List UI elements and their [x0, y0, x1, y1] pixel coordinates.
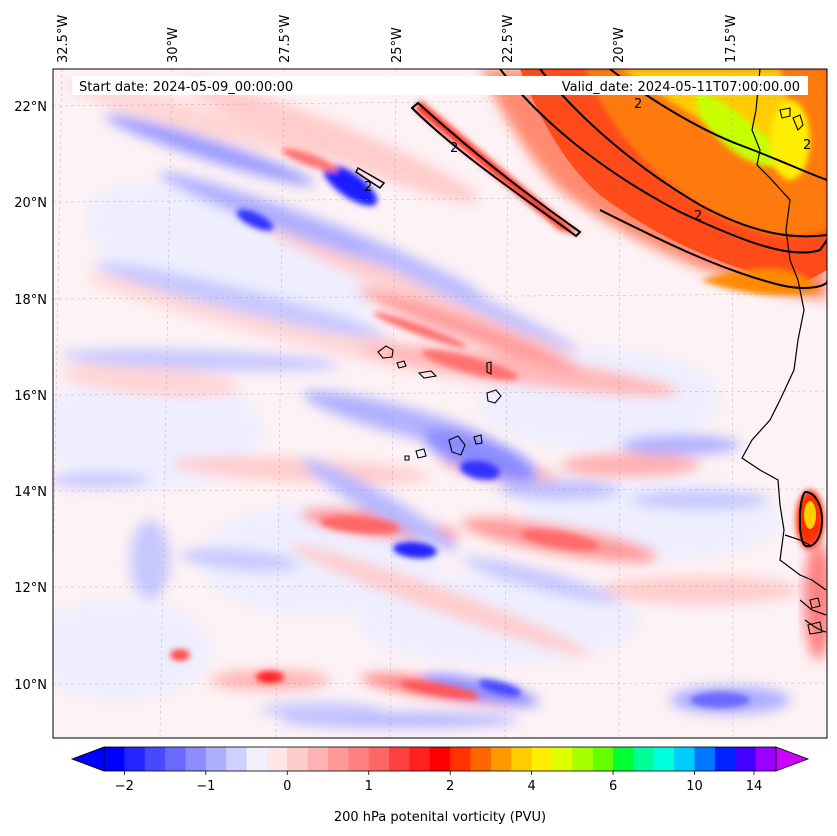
lon-label: 25°W [390, 27, 405, 63]
colorbar-segment [572, 747, 594, 771]
contour-label: 2 [634, 97, 642, 112]
lat-label: 22°N [14, 100, 47, 115]
lat-label: 16°N [14, 389, 47, 404]
contour-small-west [355, 166, 386, 190]
colorbar-segment [328, 747, 349, 771]
latitude-labels: 22°N 20°N 18°N 16°N 14°N 12°N 10°N [14, 100, 47, 693]
lon-label: 32.5°W [56, 15, 71, 63]
colorbar-segment [592, 747, 614, 771]
colorbar-tick-label: 10 [686, 779, 703, 794]
colorbar-tick-label: −2 [115, 779, 134, 794]
map-panel [53, 69, 827, 738]
lat-label: 18°N [14, 293, 47, 308]
colorbar-over-arrow [775, 746, 810, 772]
lon-label: 22.5°W [501, 15, 516, 63]
contour-east-blob [798, 490, 824, 548]
valid-date-text: Valid_date: 2024-05-11T07:00:00.00 [562, 80, 800, 95]
colorbar-tick-label: 2 [446, 779, 454, 794]
jet-band [415, 69, 827, 660]
colorbar-segment [633, 747, 655, 771]
colorbar-segment [613, 747, 634, 771]
colorbar-tick-label: 6 [609, 779, 617, 794]
colorbar-segment [552, 747, 573, 771]
coastline [741, 69, 827, 633]
colorbar-segment [674, 747, 696, 771]
vorticity-cores [170, 148, 750, 708]
colorbar-segment [429, 747, 451, 771]
colorbar-segment [694, 747, 716, 771]
colorbar-segment [266, 747, 288, 771]
colorbar-tick-label: −1 [196, 779, 215, 794]
colorbar-segment [287, 747, 309, 771]
colorbar-segment [185, 747, 207, 771]
colorbar-segment [409, 747, 431, 771]
map-frame [52, 68, 828, 739]
vorticity-field [53, 77, 800, 728]
lat-label: 12°N [14, 581, 47, 596]
colorbar-tick-label: 4 [527, 779, 535, 794]
pv-2-contours [355, 69, 827, 548]
start-date-text: Start date: 2024-05-09_00:00:00 [79, 80, 293, 95]
colorbar-under-arrow [70, 746, 105, 772]
contour-labels: 2 2 2 2 2 [364, 97, 811, 224]
colorbar-segment [531, 747, 553, 771]
lon-label: 17.5°W [724, 15, 739, 63]
lon-label: 20°W [612, 27, 627, 63]
lon-label: 30°W [166, 27, 181, 63]
colorbar-segment [348, 747, 370, 771]
colorbar-tick-label: 1 [365, 779, 373, 794]
colorbar-tick-label: 14 [746, 779, 763, 794]
contour-label: 2 [803, 138, 811, 153]
contour-north-narrow [410, 101, 582, 238]
islands [377, 107, 823, 635]
colorbar: −2 −1 0 1 2 4 6 10 14 200 hPa potenital vorticit… [70, 746, 810, 825]
colorbar-title: 200 hPa potenital vorticity (PVU) [334, 810, 546, 825]
colorbar-segment [714, 747, 736, 771]
lat-label: 14°N [14, 485, 47, 500]
colorbar-segment [511, 747, 533, 771]
colorbar-tick-label: 0 [283, 779, 291, 794]
colorbar-segment [124, 747, 146, 771]
colorbar-segment [246, 747, 268, 771]
colorbar-frame [103, 746, 777, 772]
colorbar-segment [389, 747, 410, 771]
colorbar-segment [450, 747, 472, 771]
contour-label: 2 [450, 141, 458, 156]
colorbar-segment [368, 747, 390, 771]
header-box: Start date: 2024-05-09_00:00:00 Valid_da… [72, 76, 808, 95]
colorbar-segment [755, 747, 777, 771]
contour-southern-loop [599, 209, 827, 289]
colorbar-segment [653, 747, 675, 771]
colorbar-ticks: −2 −1 0 1 2 4 6 10 14 [115, 771, 762, 794]
contour-label: 2 [694, 209, 702, 224]
longitude-labels: 32.5°W 30°W 27.5°W 25°W 22.5°W 20°W 17.5… [56, 15, 739, 63]
colorbar-segment [226, 747, 248, 771]
colorbar-segment [165, 747, 186, 771]
contour-label: 2 [364, 180, 372, 195]
colorbar-segments [104, 747, 777, 771]
lat-label: 10°N [14, 678, 47, 693]
colorbar-segment [104, 747, 125, 771]
colorbar-segment [144, 747, 166, 771]
colorbar-segment [735, 747, 757, 771]
colorbar-segment [205, 747, 227, 771]
colorbar-segment [490, 747, 512, 771]
colorbar-segment [470, 747, 492, 771]
contour-jet-inner [499, 69, 827, 254]
lon-label: 27.5°W [278, 15, 293, 63]
lat-label: 20°N [14, 196, 47, 211]
colorbar-segment [307, 747, 329, 771]
